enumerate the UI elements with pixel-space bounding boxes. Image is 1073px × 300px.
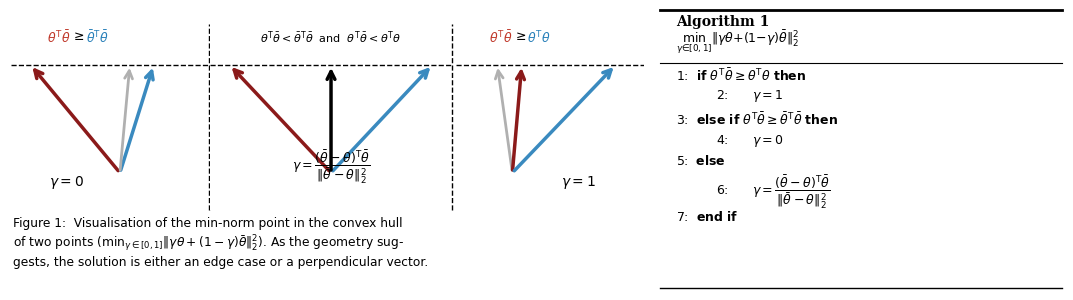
Text: 4:      $\gamma = 0$: 4: $\gamma = 0$ bbox=[717, 134, 784, 149]
Text: $\gamma = 1$: $\gamma = 1$ bbox=[561, 174, 596, 191]
Text: 5:  $\mathbf{else}$: 5: $\mathbf{else}$ bbox=[676, 154, 725, 168]
Text: Algorithm 1: Algorithm 1 bbox=[676, 15, 769, 29]
Text: 1:  $\mathbf{if}$ $\theta^\mathrm{T}\bar{\theta} \geq \theta^\mathrm{T}\theta$ $: 1: $\mathbf{if}$ $\theta^\mathrm{T}\bar{… bbox=[676, 68, 806, 84]
Text: 3:  $\mathbf{else\ if}$ $\theta^\mathrm{T}\bar{\theta} \geq \bar{\theta}^\mathrm: 3: $\mathbf{else\ if}$ $\theta^\mathrm{T… bbox=[676, 112, 838, 128]
Text: Figure 1:  Visualisation of the min-norm point in the convex hull
of two points : Figure 1: Visualisation of the min-norm … bbox=[13, 218, 428, 268]
Text: $\theta^\mathrm{T}\bar{\theta} < \bar{\theta}^\mathrm{T}\bar{\theta}$  and  $\th: $\theta^\mathrm{T}\bar{\theta} < \bar{\t… bbox=[261, 30, 401, 46]
Text: $\gamma = 0$: $\gamma = 0$ bbox=[48, 174, 84, 191]
Text: $\theta^\mathrm{T}\bar{\theta}$: $\theta^\mathrm{T}\bar{\theta}$ bbox=[46, 30, 71, 46]
Text: $\geq$: $\geq$ bbox=[72, 30, 85, 43]
Text: 2:      $\gamma = 1$: 2: $\gamma = 1$ bbox=[717, 88, 783, 104]
Text: $\geq$: $\geq$ bbox=[513, 30, 527, 43]
Text: $\theta^\mathrm{T}\bar{\theta}$: $\theta^\mathrm{T}\bar{\theta}$ bbox=[488, 30, 512, 46]
Text: $\theta^\mathrm{T}\theta$: $\theta^\mathrm{T}\theta$ bbox=[528, 30, 552, 46]
Text: $\min_{\gamma \in [0,1]} \|\gamma\theta + (1-\gamma)\bar{\theta}\|_2^2$: $\min_{\gamma \in [0,1]} \|\gamma\theta … bbox=[676, 28, 799, 56]
Text: 7:  $\mathbf{end\ if}$: 7: $\mathbf{end\ if}$ bbox=[676, 210, 738, 224]
Text: 6:      $\gamma = \dfrac{(\bar{\theta}-\theta)^\mathrm{T}\bar{\theta}}{\|\bar{\t: 6: $\gamma = \dfrac{(\bar{\theta}-\theta… bbox=[717, 174, 831, 212]
Text: $\bar{\theta}^\mathrm{T}\bar{\theta}$: $\bar{\theta}^\mathrm{T}\bar{\theta}$ bbox=[86, 30, 109, 46]
Text: $\gamma = \dfrac{(\bar{\theta}-\theta)^\mathrm{T}\bar{\theta}}{\|\bar{\theta}-\t: $\gamma = \dfrac{(\bar{\theta}-\theta)^\… bbox=[292, 148, 370, 186]
